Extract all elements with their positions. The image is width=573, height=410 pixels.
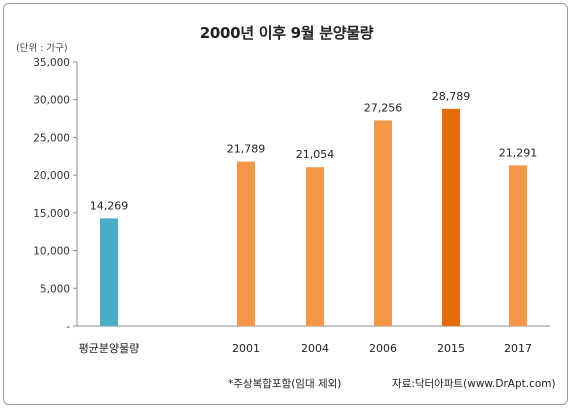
y-tick-label: 15,000 — [33, 208, 70, 220]
data-label: 27,256 — [364, 101, 403, 114]
y-tick-label: 25,000 — [33, 132, 70, 144]
x-tick-label: 2017 — [504, 342, 532, 355]
y-tick-label: 5,000 — [40, 283, 70, 295]
unit-label: (단위 : 가구) — [16, 43, 68, 54]
bar — [509, 165, 527, 326]
data-label: 21,789 — [227, 143, 266, 156]
y-tick-label: 30,000 — [33, 95, 70, 107]
y-tick-label: 10,000 — [33, 246, 70, 258]
y-tick-label: 35,000 — [33, 57, 70, 69]
bar — [100, 218, 118, 326]
bar — [237, 161, 255, 326]
bar — [442, 108, 460, 326]
chart-title: 2000년 이후 9월 분양물량 — [199, 24, 374, 42]
bar — [306, 167, 324, 326]
data-label: 28,789 — [432, 90, 471, 103]
x-tick-label: 2001 — [232, 342, 260, 355]
x-tick-label: 2004 — [301, 342, 329, 355]
data-label: 21,291 — [499, 146, 538, 159]
x-tick-label: 2006 — [369, 342, 397, 355]
y-tick-label: 20,000 — [33, 170, 70, 182]
source-note: 자료:닥터아파트(www.DrApt.com) — [392, 378, 556, 390]
chart-frame — [3, 3, 568, 405]
bar — [374, 120, 392, 326]
y-tick-label: - — [66, 321, 70, 333]
data-label: 21,054 — [296, 148, 335, 161]
x-tick-label: 평균분양물량 — [79, 342, 140, 355]
data-label: 14,269 — [90, 199, 129, 212]
footnote: *주상복합포함(임대 제외) — [228, 378, 342, 390]
x-tick-label: 2015 — [437, 342, 465, 355]
